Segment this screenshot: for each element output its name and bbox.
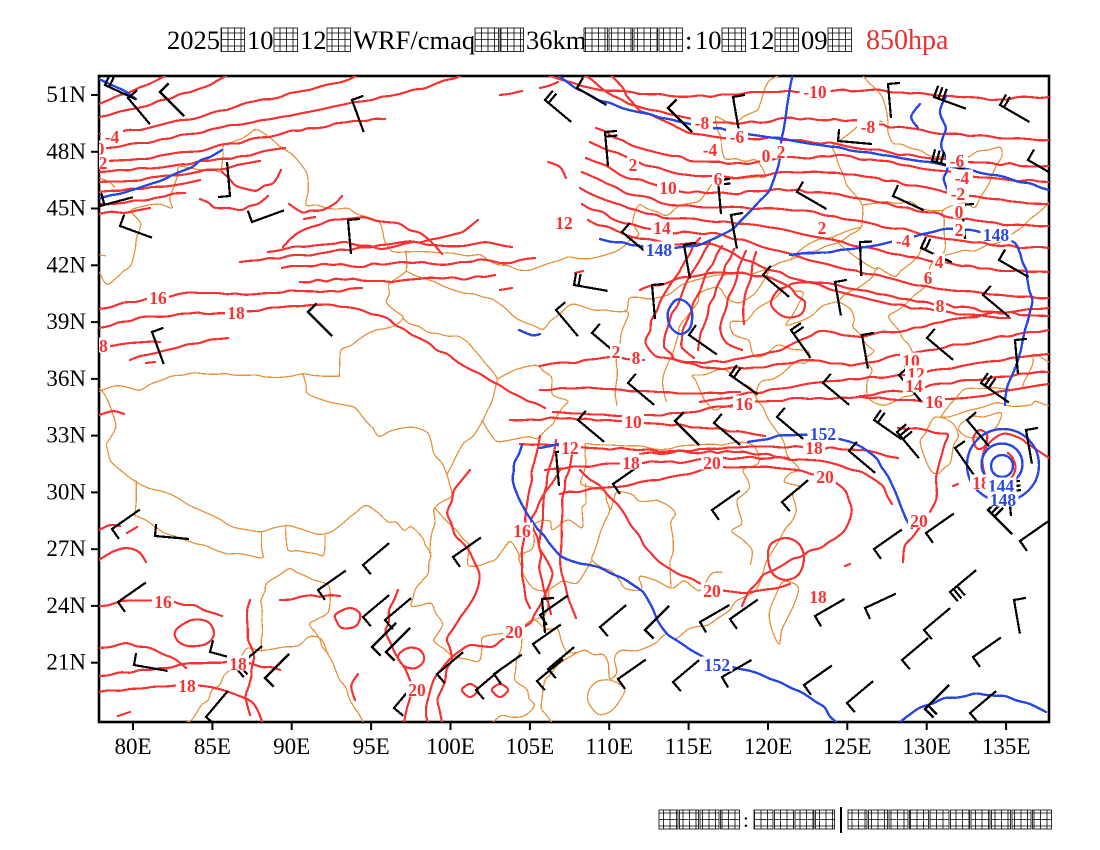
- svg-text:18: 18: [805, 438, 823, 458]
- svg-text:18: 18: [227, 303, 245, 323]
- svg-text:-4: -4: [896, 231, 911, 251]
- svg-text:-2: -2: [951, 184, 966, 204]
- svg-text:20: 20: [703, 453, 721, 473]
- svg-text:2: 2: [99, 153, 108, 173]
- svg-text:130E: 130E: [902, 734, 951, 759]
- svg-text:20: 20: [408, 680, 426, 700]
- svg-text:16: 16: [735, 394, 753, 414]
- svg-text:120E: 120E: [744, 734, 793, 759]
- svg-text:850hpa: 850hpa: [866, 25, 949, 56]
- svg-text:18: 18: [178, 676, 196, 696]
- svg-text:148: 148: [990, 490, 1017, 510]
- svg-text:152: 152: [810, 424, 836, 444]
- svg-text::: :: [685, 25, 692, 55]
- svg-text:2: 2: [629, 155, 638, 175]
- svg-text:135E: 135E: [982, 734, 1031, 759]
- svg-text:100E: 100E: [426, 734, 475, 759]
- svg-text:90E: 90E: [273, 734, 310, 759]
- svg-text:0: 0: [955, 202, 964, 222]
- svg-text:36km: 36km: [526, 25, 587, 55]
- svg-text:8: 8: [632, 348, 641, 368]
- svg-text:20: 20: [910, 511, 928, 531]
- svg-text:36N: 36N: [46, 366, 86, 391]
- svg-text:110E: 110E: [585, 734, 633, 759]
- svg-text:95E: 95E: [353, 734, 390, 759]
- svg-text:4: 4: [935, 252, 944, 272]
- svg-text:-4: -4: [105, 127, 120, 147]
- svg-text:20: 20: [703, 581, 721, 601]
- svg-text:80E: 80E: [114, 734, 151, 759]
- svg-text:0: 0: [762, 146, 771, 166]
- svg-text:12: 12: [561, 438, 579, 458]
- svg-text:09: 09: [801, 25, 828, 55]
- svg-text:18: 18: [809, 587, 827, 607]
- svg-text:2: 2: [818, 218, 827, 238]
- svg-text:8: 8: [936, 296, 945, 316]
- svg-text:24N: 24N: [46, 593, 86, 618]
- svg-text:14: 14: [905, 376, 923, 396]
- svg-text:0: 0: [96, 139, 105, 159]
- svg-text:-10: -10: [803, 82, 827, 102]
- svg-text:-6: -6: [730, 127, 745, 147]
- svg-text:10: 10: [624, 412, 642, 432]
- svg-text:10: 10: [247, 25, 274, 55]
- svg-text:16: 16: [154, 592, 172, 612]
- svg-text::: :: [743, 808, 749, 832]
- svg-text:21N: 21N: [46, 650, 86, 675]
- svg-text:85E: 85E: [194, 734, 231, 759]
- svg-text:2025: 2025: [167, 25, 220, 55]
- svg-text:12: 12: [748, 25, 775, 55]
- svg-text:152: 152: [704, 655, 730, 675]
- svg-text:51N: 51N: [46, 82, 86, 107]
- svg-text:45N: 45N: [46, 196, 86, 221]
- svg-text:42N: 42N: [46, 252, 86, 277]
- svg-text:-4: -4: [703, 140, 718, 160]
- svg-text:30N: 30N: [46, 479, 86, 504]
- svg-text:27N: 27N: [46, 536, 86, 561]
- svg-text:18: 18: [229, 654, 247, 674]
- svg-text:14: 14: [653, 218, 671, 238]
- svg-text:39N: 39N: [46, 309, 86, 334]
- svg-text:-6: -6: [950, 151, 965, 171]
- svg-text:-8: -8: [695, 113, 710, 133]
- svg-text:148: 148: [646, 240, 673, 260]
- svg-text:WRF/cmaq: WRF/cmaq: [353, 25, 475, 55]
- svg-text:2: 2: [612, 342, 621, 362]
- svg-text:-8: -8: [861, 117, 876, 137]
- svg-text:16: 16: [513, 521, 531, 541]
- svg-text:6: 6: [924, 268, 933, 288]
- svg-text:10: 10: [659, 178, 677, 198]
- svg-text:16: 16: [149, 288, 167, 308]
- svg-text:105E: 105E: [506, 734, 555, 759]
- svg-text:18: 18: [90, 336, 108, 356]
- svg-text:144: 144: [988, 476, 1015, 496]
- svg-text:6: 6: [714, 169, 723, 189]
- svg-text:12: 12: [300, 25, 327, 55]
- svg-text:20: 20: [816, 467, 834, 487]
- svg-text:20: 20: [505, 622, 523, 642]
- svg-text:16: 16: [925, 392, 943, 412]
- svg-text:2: 2: [955, 220, 964, 240]
- svg-text:2: 2: [777, 142, 786, 162]
- svg-text:115E: 115E: [665, 734, 713, 759]
- svg-text:33N: 33N: [46, 423, 86, 448]
- svg-text:48N: 48N: [46, 139, 86, 164]
- svg-text:148: 148: [983, 225, 1010, 245]
- svg-text:-4: -4: [955, 168, 970, 188]
- svg-text:18: 18: [622, 453, 640, 473]
- svg-text:125E: 125E: [823, 734, 872, 759]
- svg-text:10: 10: [695, 25, 722, 55]
- svg-text:12: 12: [555, 213, 573, 233]
